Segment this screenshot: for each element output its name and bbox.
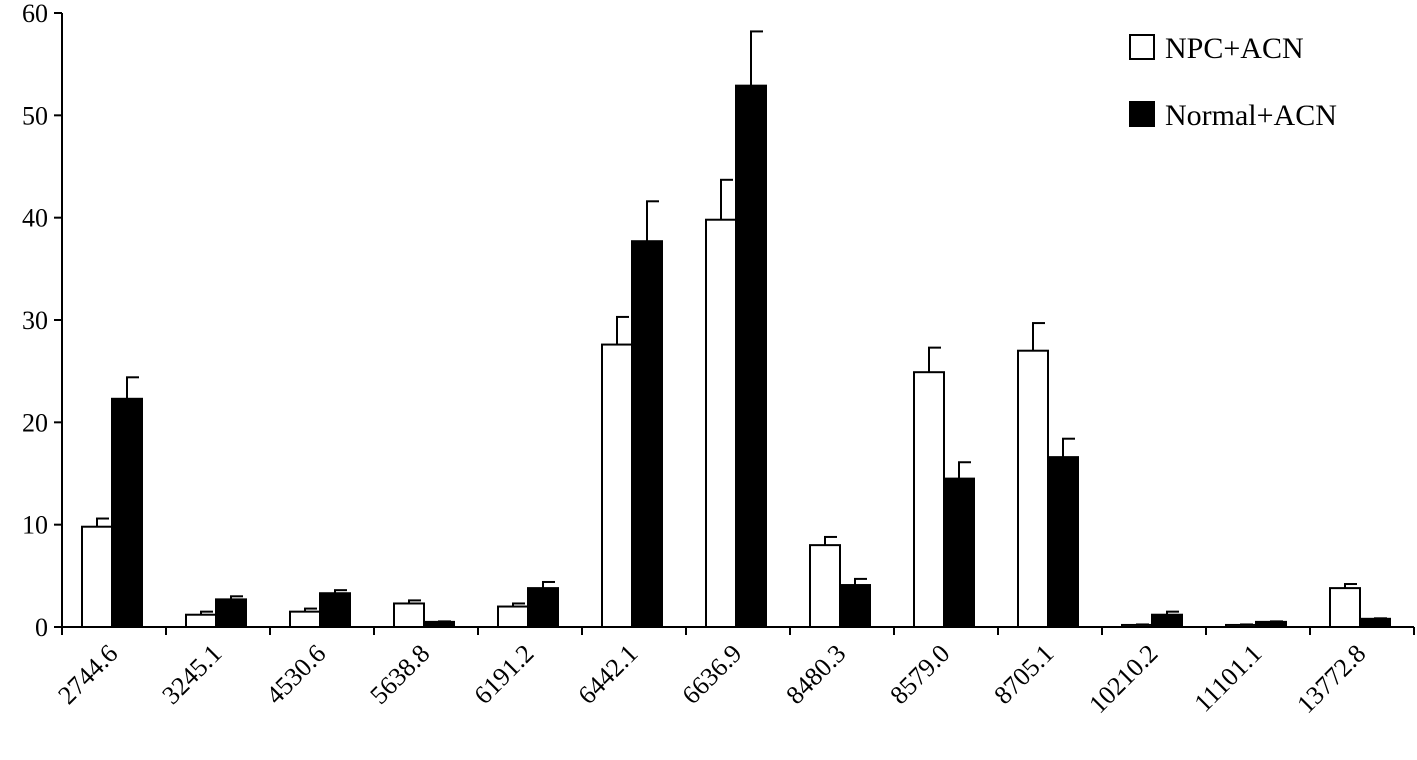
x-tick-label: 4530.6 [260, 639, 331, 710]
bar-npc-acn [497, 605, 529, 628]
y-tick-label: 0 [35, 613, 48, 642]
bars [81, 30, 1391, 629]
y-tick-label: 30 [22, 306, 48, 335]
x-tick-label: 6442.1 [572, 639, 643, 710]
x-tick-label: 11101.1 [1189, 639, 1268, 718]
bar-normal-acn [319, 592, 351, 628]
bar-npc-acn [601, 343, 633, 628]
x-tick-labels: 2744.6 3245.1 4530.6 5638.8 6191.2 6442.1 6636… [52, 639, 1371, 719]
bar-normal-acn [527, 587, 559, 629]
bar-normal-acn [423, 620, 455, 629]
bar-npc-acn [81, 525, 113, 628]
legend-swatch [1129, 101, 1155, 127]
bar-normal-acn [1255, 620, 1287, 629]
y-tick-label: 10 [22, 511, 48, 540]
bar-npc-acn [393, 602, 425, 628]
bar-npc-acn [1017, 349, 1049, 628]
bar-npc-acn [289, 610, 321, 629]
bar-normal-acn [215, 598, 247, 628]
bar-npc-acn [185, 613, 217, 628]
x-tick-label: 10210.2 [1083, 639, 1163, 719]
bar-normal-acn [735, 84, 767, 628]
bar-normal-acn [1047, 456, 1079, 629]
bar-normal-acn [631, 240, 663, 628]
axes: 0 10 20 30 40 50 60 [22, 0, 1415, 642]
legend-label: NPC+ACN [1165, 32, 1304, 65]
x-tick-label: 3245.1 [156, 639, 227, 710]
bar-npc-acn [705, 218, 737, 628]
y-tick-label: 60 [22, 0, 48, 28]
bar-normal-acn [1151, 613, 1183, 628]
x-tick-label: 6636.9 [676, 639, 747, 710]
x-tick-label: 8480.3 [780, 639, 851, 710]
bar-normal-acn [1359, 617, 1391, 629]
y-tick-label: 40 [22, 204, 48, 233]
legend: NPC+ACN Normal+ACN [1129, 32, 1337, 132]
y-tick-label: 50 [22, 101, 48, 130]
bar-normal-acn [111, 397, 143, 628]
legend-label: Normal+ACN [1165, 99, 1337, 132]
bar-npc-acn [913, 371, 945, 628]
x-tick-label: 5638.8 [364, 639, 435, 710]
bar-normal-acn [839, 584, 871, 628]
bar-npc-acn [809, 544, 841, 629]
bar-normal-acn [943, 477, 975, 628]
legend-swatch [1129, 34, 1155, 60]
x-tick-label: 8705.1 [988, 639, 1059, 710]
y-tick-label: 20 [22, 408, 48, 437]
bar-npc-acn [1329, 587, 1361, 629]
x-tick-label: 2744.6 [52, 639, 123, 710]
x-tick-label: 13772.8 [1291, 639, 1371, 719]
x-tick-label: 6191.2 [468, 639, 539, 710]
x-tick-label: 8579.0 [884, 639, 955, 710]
